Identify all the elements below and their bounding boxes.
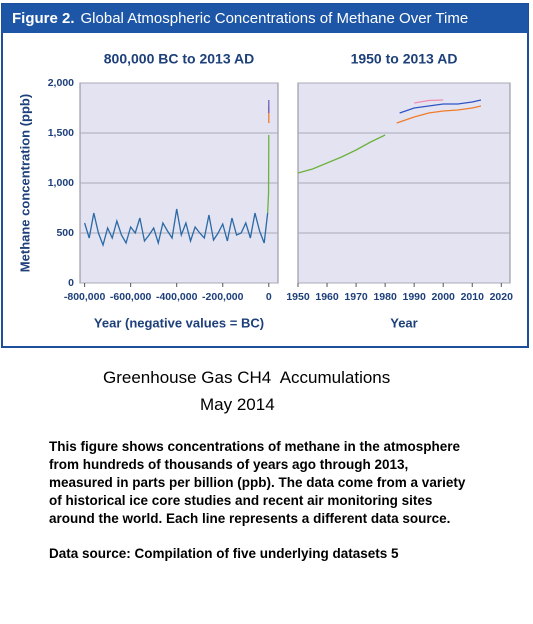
series-line [414,99,444,104]
description-line: of historical ice core studies and recen… [49,493,433,508]
series-line [399,99,482,114]
chart: Figure 2. Global Atmospheric Concentratio… [1,3,529,348]
x-tick-label: 1970 [344,291,368,303]
y-axis-label: Methane concentration (ppb) [17,94,32,272]
source: Data source: Compilation of five underly… [49,546,399,561]
caption: Greenhouse Gas CH4 Accumulations [103,368,391,387]
x-tick-label: 2010 [461,291,485,303]
y-tick-label: 0 [68,277,74,289]
x-axis-label: Year (negative values = BC) [94,315,264,330]
x-tick-label: 1950 [286,291,310,303]
description-line: measured in parts per billion (ppb). The… [49,475,466,490]
x-tick-label: -400,000 [156,291,198,303]
figure-heading: Figure 2. Global Atmospheric Concentratio… [12,10,468,27]
header-bar [2,4,528,33]
series-line [297,134,386,174]
panel-title: 800,000 BC to 2013 AD [104,51,254,67]
panel-title: 1950 to 2013 AD [351,51,458,67]
description: This figure shows concentrations of meth… [49,438,465,528]
series-line [266,134,270,214]
series-line [396,105,482,124]
series-line [83,208,269,248]
x-tick-label: 0 [266,291,272,303]
y-tick-label: 1,000 [48,177,74,189]
x-tick-label: -200,000 [202,291,244,303]
x-tick-label: 1980 [373,291,397,303]
x-tick-label: -800,000 [64,291,106,303]
y-tick-label: 1,500 [48,127,74,139]
figure-title: Global Atmospheric Concentrations of Met… [81,10,469,27]
date: May 2014 [200,395,275,414]
x-tick-label: 2000 [432,291,456,303]
figure-label: Figure 2. [12,10,75,27]
description-line: from hundreds of thousands of years ago … [49,457,409,472]
description-line: This figure shows concentrations of meth… [49,439,461,454]
x-tick-label: 1960 [315,291,339,303]
description-line: around the world. Each line represents a… [49,511,451,526]
x-tick-label: 2020 [490,291,514,303]
y-tick-label: 2,000 [48,77,74,89]
x-axis-label: Year [390,315,417,330]
x-tick-label: 1990 [402,291,426,303]
x-tick-label: -600,000 [110,291,152,303]
y-tick-label: 500 [56,227,74,239]
